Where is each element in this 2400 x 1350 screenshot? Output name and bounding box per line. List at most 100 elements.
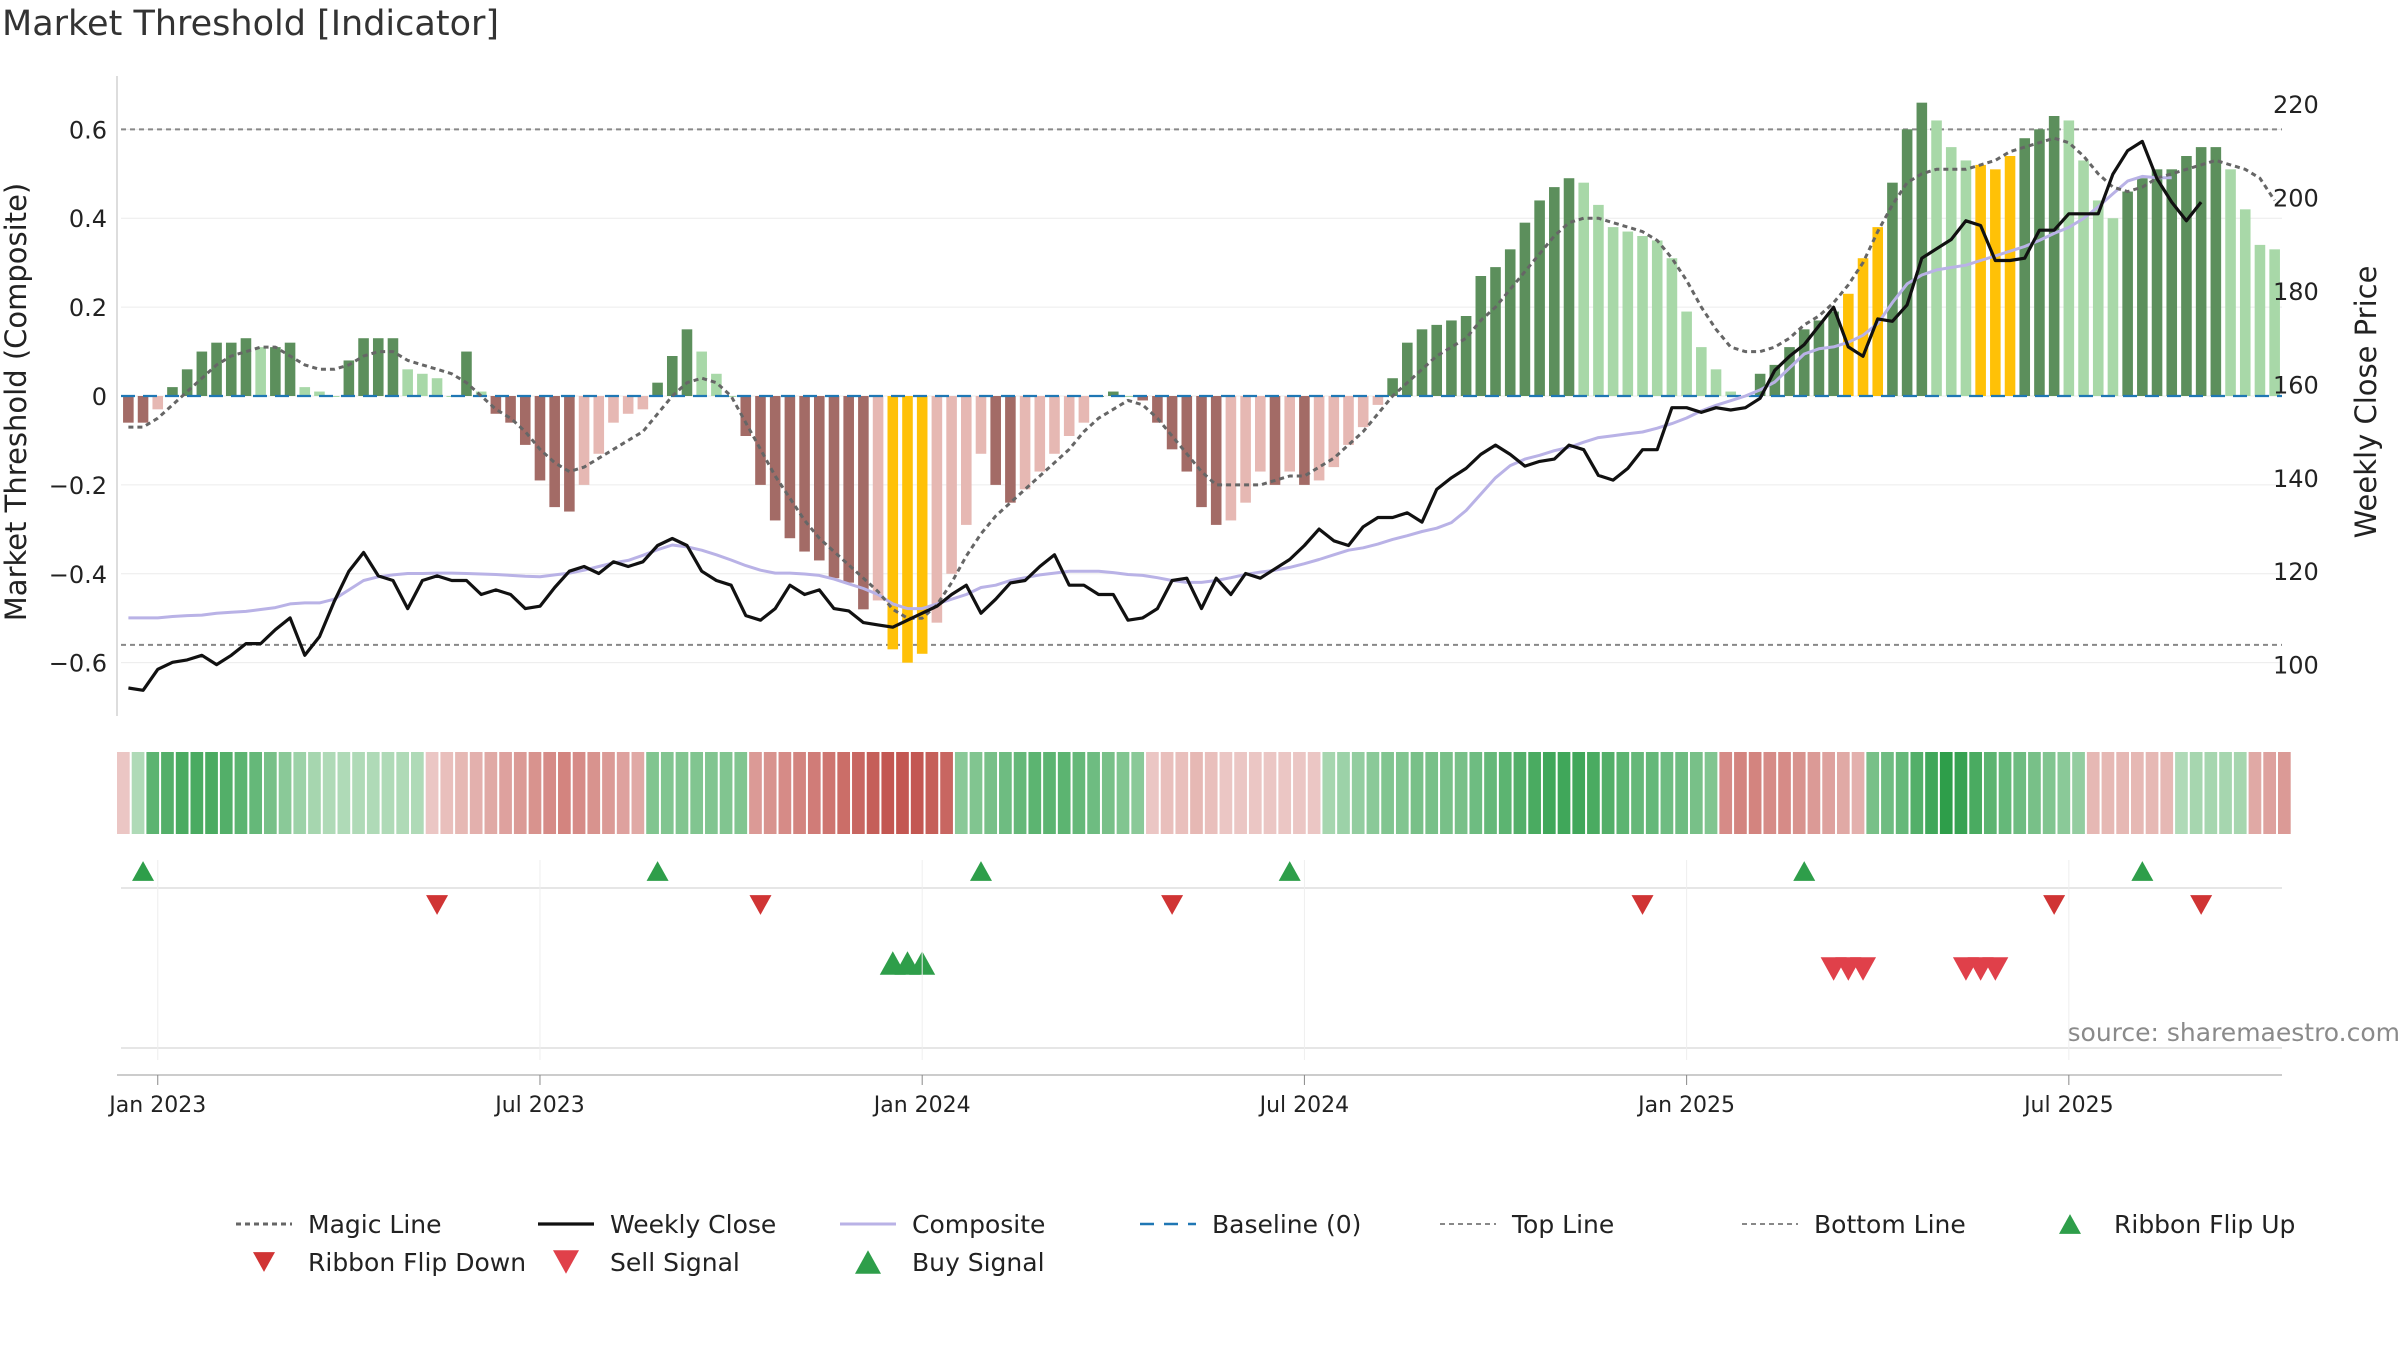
- ribbon-cell: [190, 752, 204, 834]
- composite-bar: [652, 382, 663, 396]
- ribbon-cell: [1204, 752, 1218, 834]
- ribbon-cell: [1072, 752, 1086, 834]
- ribbon-cell: [543, 752, 557, 834]
- composite-bar: [2048, 116, 2060, 396]
- composite-bar: [211, 342, 222, 396]
- ribbon-cell: [484, 752, 498, 834]
- composite-bar: [270, 347, 281, 396]
- ribbon-cell: [1425, 752, 1439, 834]
- ribbon-cell: [734, 752, 748, 834]
- ribbon-cell: [1395, 752, 1409, 834]
- composite-bar: [1784, 347, 1795, 396]
- ribbon-cell: [2175, 752, 2188, 834]
- right-tick-label: 200: [2273, 184, 2319, 212]
- ribbon-cell: [602, 752, 615, 834]
- composite-bar: [2078, 160, 2089, 396]
- ribbon-cell: [675, 752, 689, 834]
- composite-bar: [255, 347, 266, 396]
- composite-bar: [1299, 396, 1310, 485]
- ribbon-cell: [1087, 752, 1100, 834]
- ribbon-cell: [1895, 752, 1909, 834]
- ribbon-cell: [793, 752, 806, 834]
- composite-bar: [1387, 378, 1398, 396]
- right-tick-label: 220: [2273, 91, 2319, 119]
- composite-bar: [505, 396, 516, 423]
- composite-bar: [1945, 147, 1957, 396]
- ribbon-cell: [910, 752, 924, 834]
- legend-item-close: Weekly Close: [538, 1210, 776, 1239]
- right-tick-label: 140: [2273, 465, 2319, 493]
- ribbon-cell: [308, 752, 321, 834]
- composite-bar: [2034, 129, 2045, 397]
- ribbon-cell: [1469, 752, 1483, 834]
- composite-bar: [1269, 396, 1281, 485]
- ribbon-cell: [2278, 752, 2291, 834]
- composite-bar: [1122, 396, 1134, 397]
- right-tick-label: 100: [2273, 652, 2319, 680]
- ribbon-cell: [2204, 752, 2218, 834]
- composite-bar: [2063, 120, 2075, 396]
- ribbon-cell: [807, 752, 821, 834]
- ribbon-cell: [969, 752, 983, 834]
- composite-bar: [1225, 396, 1237, 521]
- ribbon-cell: [411, 752, 424, 834]
- composite-bar: [1475, 276, 1487, 396]
- composite-bar: [1063, 396, 1075, 436]
- ribbon-cell: [1572, 752, 1586, 834]
- composite-bar: [314, 391, 325, 396]
- sell-signal-marker: [1982, 957, 2009, 981]
- right-tick-label: 120: [2273, 558, 2319, 586]
- composite-bar: [740, 396, 752, 436]
- ribbon-flip-up-marker: [969, 861, 992, 881]
- ribbon-cell: [866, 752, 880, 834]
- composite-bar: [1519, 222, 1531, 396]
- composite-bar: [1857, 258, 1869, 396]
- ribbon-cell: [1939, 752, 1953, 834]
- ribbon-cell: [528, 752, 542, 834]
- composite-bar: [2004, 156, 2016, 396]
- ribbon-cell: [1601, 752, 1615, 834]
- ribbon-cell: [1248, 752, 1262, 834]
- ribbon-cell: [1307, 752, 1321, 834]
- composite-bar: [1372, 396, 1384, 405]
- composite-bar: [1416, 329, 1428, 396]
- ribbon-cell: [763, 752, 777, 834]
- composite-bar: [2019, 138, 2031, 396]
- ribbon-cell: [293, 752, 307, 834]
- composite-bar: [1828, 311, 1839, 396]
- ribbon-cell: [2145, 752, 2159, 834]
- ribbon-cell: [352, 752, 365, 834]
- ribbon-cell: [264, 752, 277, 834]
- ribbon-cell: [337, 752, 351, 834]
- composite-bar: [1563, 178, 1575, 396]
- composite-bar: [1813, 320, 1825, 396]
- ribbon-cell: [175, 752, 189, 834]
- composite-bar: [225, 342, 237, 396]
- right-axis-title: Weekly Close Price: [2349, 266, 2383, 539]
- x-tick-label: Jan 2025: [1636, 1093, 1735, 1118]
- ribbon-cell: [999, 752, 1012, 834]
- ribbon-cell: [1043, 752, 1056, 834]
- composite-bar: [2239, 209, 2251, 396]
- composite-bar: [2092, 200, 2104, 396]
- legend-item-baseline: Baseline (0): [1140, 1210, 1361, 1239]
- ribbon-cell: [1925, 752, 1938, 834]
- ribbon-cell: [2042, 752, 2056, 834]
- legend: Magic Line Weekly Close Composite Baseline …: [236, 1210, 2295, 1277]
- ribbon-cell: [2248, 752, 2262, 834]
- composite-bar: [1916, 102, 1928, 397]
- composite-bar: [1798, 329, 1810, 396]
- composite-bar: [608, 396, 619, 423]
- composite-bar: [1710, 369, 1722, 396]
- composite-bar: [2107, 218, 2119, 396]
- composite-bar: [1005, 396, 1016, 503]
- ribbon-flip-down-marker: [1631, 895, 1654, 915]
- composite-bar: [578, 396, 590, 485]
- ribbon-cell: [1822, 752, 1835, 834]
- ribbon-cell: [1440, 752, 1453, 834]
- ribbon-cell: [1910, 752, 1924, 834]
- ribbon-cell: [1807, 752, 1821, 834]
- composite-bar: [167, 387, 178, 396]
- ribbon-flip-down-marker: [2043, 895, 2066, 915]
- ribbon-cell: [1645, 752, 1659, 834]
